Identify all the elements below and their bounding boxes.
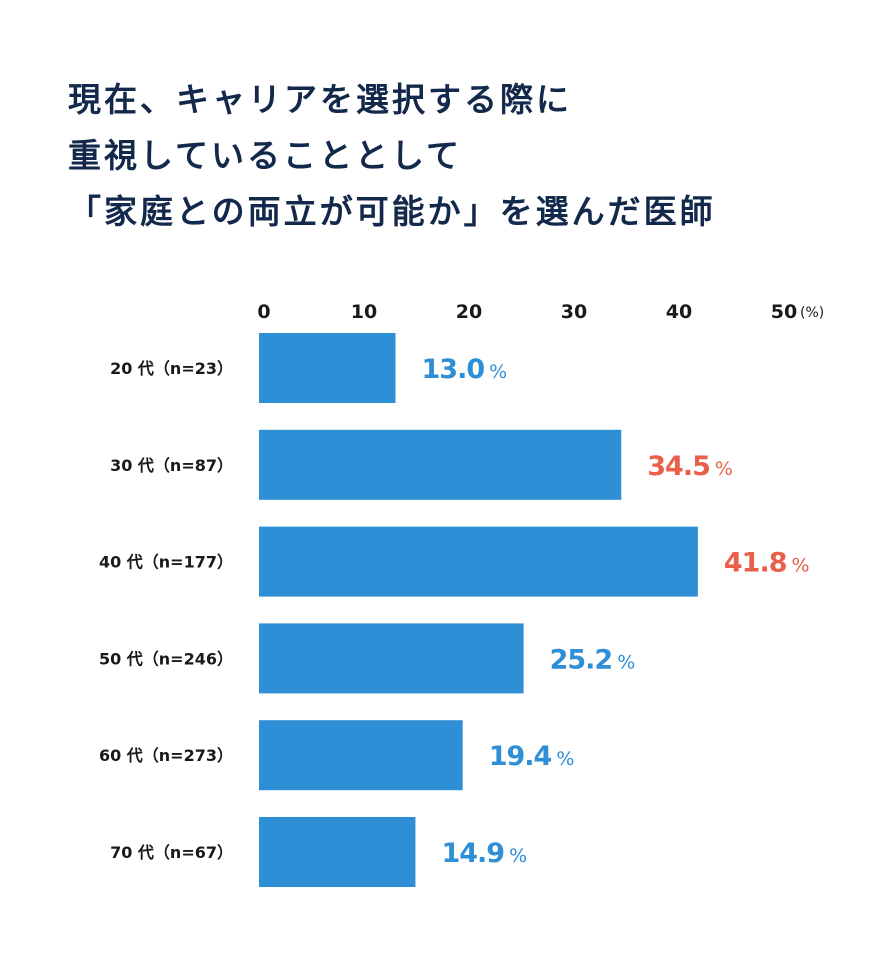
data-label-unit: % [484,361,506,383]
category-label: 60 代（n=273） [99,746,233,765]
data-label: 34.5 % [647,451,732,482]
data-label: 13.0 % [422,354,507,385]
data-label-unit: % [551,748,573,770]
title-line-1: 現在、キャリアを選択する際に [68,80,572,119]
x-tick-label: 50 [771,301,797,323]
category-label: 50 代（n=246） [99,649,233,668]
category-label: 40 代（n=177） [99,553,233,572]
category-label: 20 代（n=23） [110,359,233,378]
data-label: 41.8 % [724,548,809,579]
x-axis-unit: (%) [800,305,824,321]
x-tick-label: 30 [561,301,587,323]
title-line-3: 「家庭との両立が可能か」を選んだ医師 [68,192,716,231]
bar [259,526,698,597]
bar [259,817,416,887]
data-label-unit: % [504,845,526,867]
data-label-value: 34.5 [647,451,710,482]
data-label-unit: % [787,555,809,577]
bar [259,720,463,791]
data-label-unit: % [612,651,634,673]
x-tick-label: 0 [257,301,270,323]
data-label: 25.2 % [550,644,635,675]
data-label: 14.9 % [441,838,526,869]
data-label-value: 14.9 [441,838,504,869]
data-label-value: 13.0 [422,354,485,385]
data-label-unit: % [710,458,732,480]
bar [259,429,622,500]
data-label-value: 25.2 [550,644,613,675]
x-tick-label: 10 [351,301,377,323]
title-line-2: 重視していることとして [68,136,463,175]
data-label-value: 41.8 [724,548,787,579]
x-tick-label: 20 [456,301,482,323]
x-tick-label: 40 [666,301,692,323]
category-label: 70 代（n=67） [110,843,233,862]
bar [259,623,524,694]
chart-title: 現在、キャリアを選択する際に 重視していることとして 「家庭との両立が可能か」を… [68,72,716,240]
bar [259,333,396,403]
data-label-value: 19.4 [489,741,552,772]
data-label: 19.4 % [489,741,574,772]
category-label: 30 代（n=87） [110,456,233,475]
